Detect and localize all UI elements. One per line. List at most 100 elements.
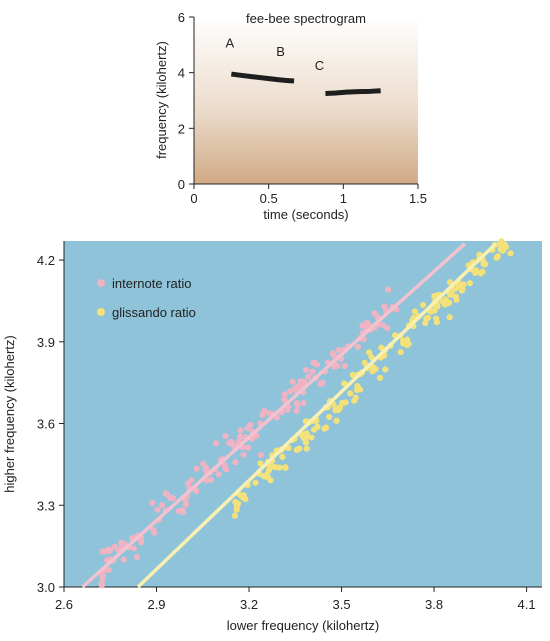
internote-point xyxy=(340,346,347,353)
glissando-point xyxy=(368,363,375,370)
glissando-point xyxy=(391,332,399,339)
glissando-point xyxy=(335,406,342,414)
internote-point xyxy=(154,506,161,513)
glissando-point xyxy=(323,424,330,431)
glissando-point xyxy=(400,338,407,345)
glissando-point xyxy=(273,447,280,454)
spectrogram-x-tick-label: 0.5 xyxy=(260,191,278,206)
glissando-point xyxy=(472,269,479,276)
internote-point xyxy=(215,471,222,478)
internote-point xyxy=(136,534,143,541)
glissando-point xyxy=(321,425,328,432)
internote-point xyxy=(332,354,339,361)
internote-point xyxy=(105,546,112,553)
internote-point xyxy=(363,319,371,327)
scatter-x-label: lower frequency (kilohertz) xyxy=(227,618,379,633)
internote-point xyxy=(294,402,301,409)
internote-point xyxy=(245,444,252,451)
glissando-point xyxy=(434,292,441,299)
glissando-point xyxy=(458,287,465,294)
internote-point xyxy=(182,501,189,508)
internote-point xyxy=(300,379,308,386)
glissando-point xyxy=(324,404,331,411)
internote-point xyxy=(281,391,288,398)
internote-point xyxy=(285,403,292,410)
internote-point xyxy=(300,399,307,407)
internote-point xyxy=(242,434,249,441)
internote-point xyxy=(133,553,141,561)
internote-point xyxy=(302,366,310,374)
glissando-point xyxy=(269,463,276,470)
internote-point xyxy=(341,362,348,370)
glissando-point xyxy=(363,364,370,372)
internote-point xyxy=(122,541,129,548)
internote-point xyxy=(106,547,113,555)
internote-point xyxy=(237,427,244,434)
spectrogram-y-label: frequency (kilohertz) xyxy=(154,41,169,159)
internote-point xyxy=(162,507,169,514)
glissando-point xyxy=(423,315,430,322)
legend-marker-glissando xyxy=(97,308,105,316)
internote-point xyxy=(133,534,140,542)
internote-point xyxy=(120,556,127,563)
internote-point xyxy=(101,566,109,573)
glissando-point xyxy=(498,240,506,247)
internote-point xyxy=(231,444,238,451)
internote-point xyxy=(218,456,226,463)
glissando-point xyxy=(354,382,361,390)
glissando-point xyxy=(303,445,310,452)
glissando-point xyxy=(252,479,259,486)
scatter-y-tick-label: 3.0 xyxy=(37,580,55,595)
internote-point xyxy=(236,437,243,445)
glissando-point xyxy=(442,296,449,303)
glissando-point xyxy=(351,397,358,404)
internote-point xyxy=(375,316,382,323)
glissando-point xyxy=(426,307,433,314)
internote-point xyxy=(192,487,200,495)
internote-point xyxy=(237,433,244,440)
glissando-point xyxy=(447,291,454,298)
glissando-point xyxy=(431,293,438,300)
glissando-point xyxy=(494,252,501,260)
internote-point xyxy=(257,420,264,427)
internote-point xyxy=(296,382,304,389)
glissando-point xyxy=(482,261,489,268)
spectrogram-annotation: B xyxy=(276,44,285,59)
internote-point xyxy=(118,539,125,546)
glissando-point xyxy=(419,301,427,309)
glissando-point xyxy=(437,291,444,299)
glissando-point xyxy=(481,260,488,268)
internote-point xyxy=(253,432,260,440)
glissando-point xyxy=(279,453,286,461)
glissando-point xyxy=(405,322,412,329)
internote-point xyxy=(366,322,373,329)
internote-point xyxy=(164,491,171,498)
internote-point xyxy=(382,308,390,315)
glissando-point xyxy=(330,401,337,408)
internote-point xyxy=(150,526,157,534)
internote-point xyxy=(291,385,299,392)
glissando-point xyxy=(302,430,309,438)
internote-point xyxy=(354,343,362,351)
internote-point xyxy=(382,307,390,314)
glissando-point xyxy=(282,444,289,451)
internote-point xyxy=(229,440,236,447)
glissando-point xyxy=(368,353,375,361)
glissando-point xyxy=(291,435,298,442)
spectrogram-plot-area xyxy=(194,17,418,184)
glissando-point xyxy=(430,301,437,308)
glissando-point xyxy=(268,458,275,465)
glissando-point xyxy=(333,417,340,424)
glissando-point xyxy=(404,341,411,349)
internote-point xyxy=(299,389,307,396)
glissando-point xyxy=(260,473,267,480)
internote-point xyxy=(179,509,187,516)
internote-point xyxy=(244,425,251,432)
internote-point xyxy=(367,326,374,333)
internote-point xyxy=(183,492,190,500)
internote-point xyxy=(358,335,365,342)
glissando-point xyxy=(335,405,342,412)
internote-point xyxy=(222,464,229,471)
internote-point xyxy=(375,314,382,321)
internote-point xyxy=(99,571,106,579)
